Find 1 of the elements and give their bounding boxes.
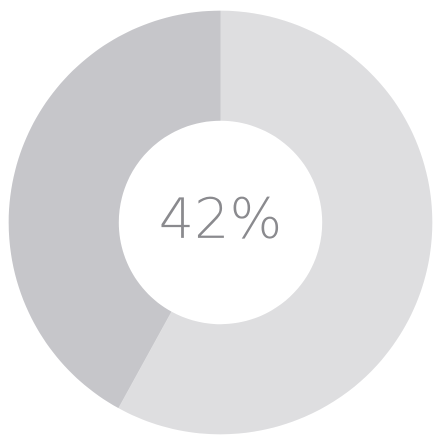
text: 42% bbox=[161, 196, 278, 239]
